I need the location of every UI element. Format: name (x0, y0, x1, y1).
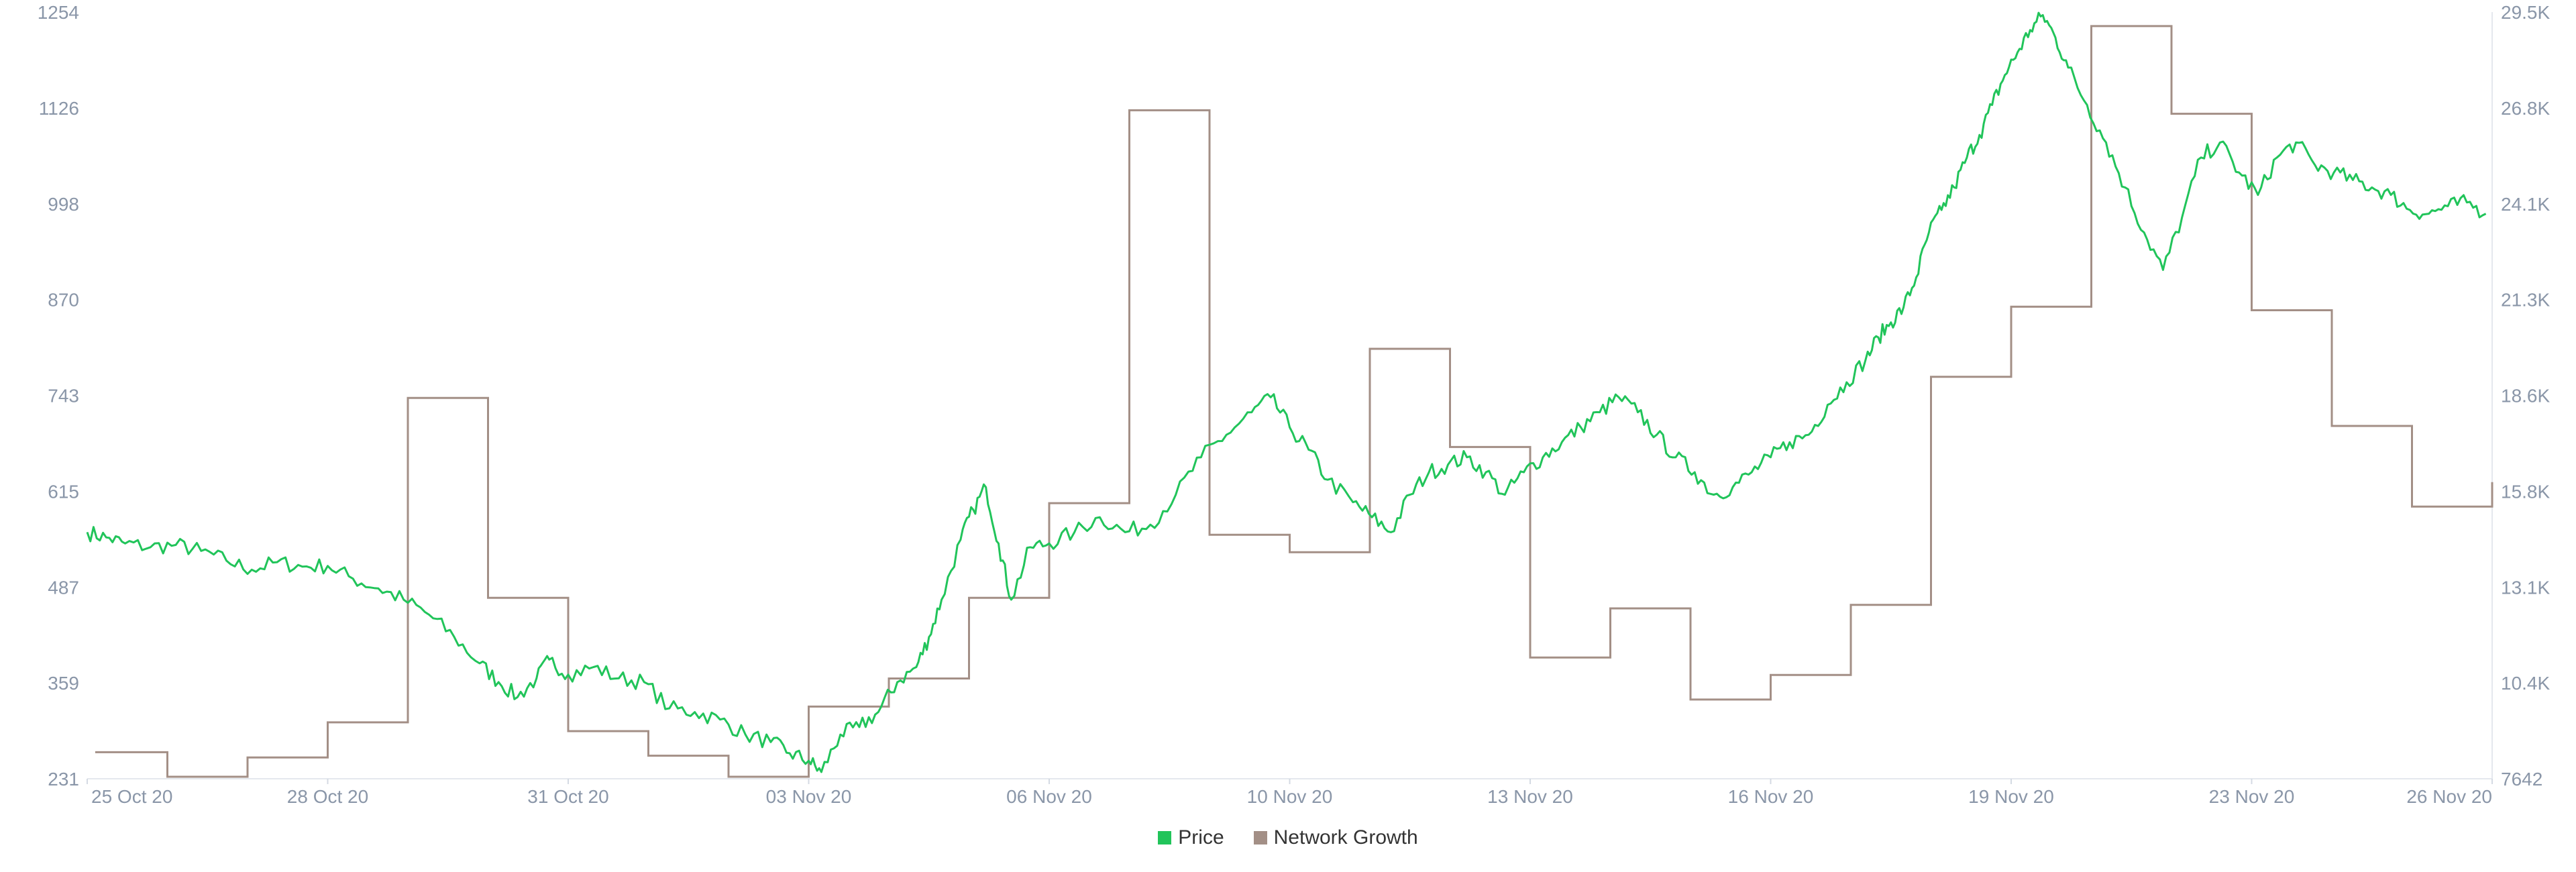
legend-swatch-price (1158, 831, 1172, 844)
legend-item-price[interactable]: Price (1158, 826, 1224, 849)
left-axis-tick-label: 1126 (39, 98, 79, 119)
series-line-network-growth (95, 25, 2493, 778)
x-axis-tick-label: 28 Oct 20 (287, 786, 368, 807)
right-axis: 29.5K 26.8K 24.1K 21.3K 18.6K 15.8K 13.1K 10.4K… (2501, 2, 2550, 789)
legend-label-network-growth: Network Growth (1273, 826, 1418, 849)
left-axis-tick-label: 231 (48, 769, 79, 789)
right-axis-tick-label: 29.5K (2501, 2, 2550, 23)
left-axis: 1254 1126 998 870 743 615 487 359 231 (38, 2, 79, 789)
x-axis-tick-label: 26 Nov 20 (2406, 786, 2492, 807)
x-axis: 25 Oct 20 28 Oct 20 31 Oct 20 03 Nov 20 06 N… (87, 779, 2493, 807)
x-axis-tick-label: 31 Oct 20 (527, 786, 608, 807)
right-axis-tick-label: 13.1K (2501, 577, 2550, 598)
right-axis-tick-label: 15.8K (2501, 481, 2550, 502)
x-axis-tick-label: 13 Nov 20 (1487, 786, 1573, 807)
right-axis-tick-label: 24.1K (2501, 194, 2550, 215)
x-axis-tick-label: 10 Nov 20 (1247, 786, 1333, 807)
x-axis-tick-label: 23 Nov 20 (2209, 786, 2295, 807)
left-axis-tick-label: 615 (48, 481, 79, 502)
legend-swatch-network-growth (1253, 831, 1267, 844)
left-axis-tick-label: 1254 (38, 2, 79, 23)
right-axis-tick-label: 21.3K (2501, 290, 2550, 311)
right-axis-tick-label: 26.8K (2501, 98, 2550, 119)
right-axis-tick-label: 18.6K (2501, 386, 2550, 406)
x-axis-tick-label: 19 Nov 20 (1968, 786, 2054, 807)
legend-item-network-growth[interactable]: Network Growth (1253, 826, 1418, 849)
x-axis-tick-label: 16 Nov 20 (1728, 786, 1814, 807)
right-axis-tick-label: 7642 (2501, 769, 2542, 789)
series-line-price (86, 11, 2487, 773)
x-axis-tick-label: 03 Nov 20 (766, 786, 852, 807)
left-axis-tick-label: 743 (48, 386, 79, 406)
left-axis-tick-label: 870 (48, 290, 79, 311)
right-axis-tick-label: 10.4K (2501, 673, 2550, 694)
x-axis-tick-label: 06 Nov 20 (1006, 786, 1092, 807)
left-axis-tick-label: 359 (48, 673, 79, 694)
chart-legend: Price Network Growth (0, 826, 2576, 849)
legend-label-price: Price (1178, 826, 1224, 849)
x-axis-tick-label: 25 Oct 20 (91, 786, 172, 807)
series-layer (86, 11, 2493, 778)
left-axis-tick-label: 487 (48, 577, 79, 598)
left-axis-tick-label: 998 (48, 194, 79, 215)
